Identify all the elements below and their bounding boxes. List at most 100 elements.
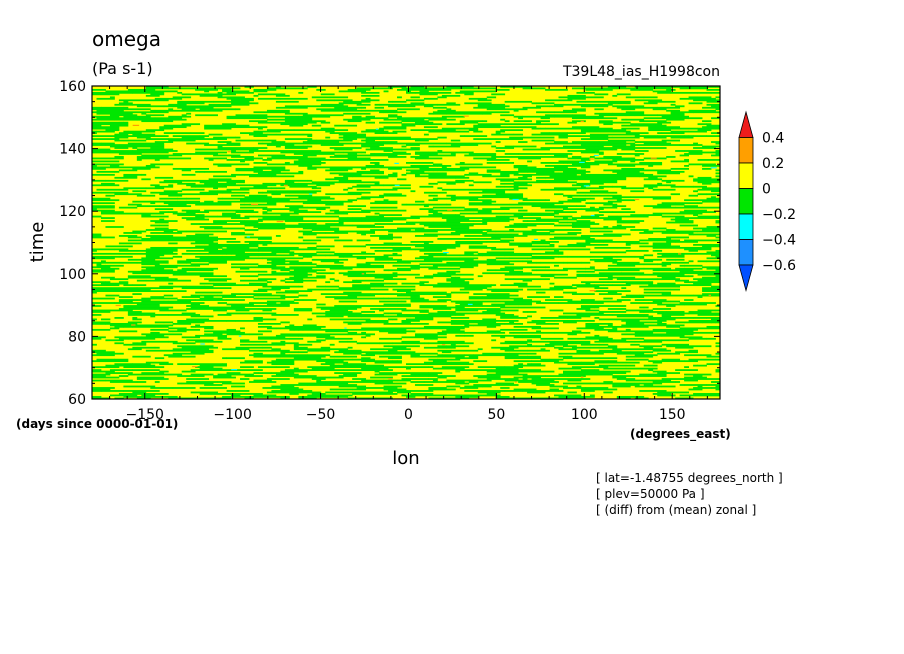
field-cell <box>464 394 488 397</box>
field-cell <box>589 388 618 391</box>
field-cell <box>459 166 488 169</box>
field-cell <box>244 173 259 176</box>
field-cell <box>347 120 362 123</box>
field-cell <box>280 166 286 169</box>
field-cell <box>670 300 681 303</box>
field-cell <box>257 366 277 368</box>
field-cell <box>715 345 720 348</box>
field-cell <box>383 387 398 389</box>
field-cell <box>504 390 524 392</box>
field-cell <box>607 86 627 88</box>
field-cell <box>226 333 250 336</box>
field-cell <box>504 302 510 304</box>
field-cell <box>361 144 384 146</box>
field-cell <box>554 215 573 218</box>
field-cell <box>195 203 205 206</box>
field-cell <box>428 145 434 148</box>
field-cell <box>468 355 479 358</box>
x-tick-label: −100 <box>213 407 251 423</box>
field-cell <box>648 127 672 130</box>
field-cell <box>652 379 672 382</box>
field-cell <box>298 196 304 199</box>
field-cell <box>136 118 147 121</box>
field-cell <box>616 87 627 90</box>
field-cell <box>580 165 591 167</box>
field-speck <box>580 120 584 122</box>
field-cell <box>240 160 245 163</box>
field-cell <box>670 117 689 120</box>
field-cell <box>123 396 129 398</box>
field-cell <box>504 185 515 188</box>
field-cell <box>594 340 604 343</box>
field-cell <box>518 306 546 309</box>
field-cell <box>307 334 331 337</box>
field-cell <box>643 364 649 367</box>
field-cell <box>580 305 609 307</box>
field-cell <box>352 393 375 395</box>
field-cell <box>338 193 349 196</box>
field-cell <box>711 381 720 383</box>
field-cell <box>136 261 156 264</box>
field-cell <box>280 327 299 330</box>
field-cell <box>204 124 232 127</box>
field-cell <box>432 229 438 231</box>
field-cell <box>576 331 582 334</box>
field-cell <box>486 238 497 240</box>
field-cell <box>697 273 720 276</box>
field-cell <box>603 381 613 383</box>
field-cell <box>509 126 537 129</box>
field-cell <box>92 167 106 170</box>
field-cell <box>459 111 488 114</box>
field-cell <box>545 127 573 130</box>
field-cell <box>419 223 447 225</box>
field-cell <box>545 99 573 102</box>
field-cell <box>518 176 528 179</box>
field-cell <box>702 270 720 273</box>
field-cell <box>495 132 501 134</box>
field-cell <box>136 159 142 161</box>
field-cell <box>154 373 183 376</box>
field-cell <box>213 136 236 139</box>
field-cell <box>204 242 218 245</box>
field-cell <box>428 199 438 202</box>
field-cell <box>513 185 519 188</box>
field-cell <box>468 217 483 219</box>
field-cell <box>688 249 698 252</box>
field-cell <box>181 336 201 339</box>
field-cell <box>643 215 649 218</box>
field-cell <box>446 345 470 348</box>
field-cell <box>558 160 586 163</box>
field-cell <box>639 306 645 309</box>
field-cell <box>679 211 689 213</box>
field-cell <box>222 223 250 225</box>
field-cell <box>531 320 555 322</box>
field-cell <box>657 391 663 394</box>
field-cell <box>576 270 586 273</box>
field-cell <box>464 385 483 388</box>
field-cell <box>621 287 627 289</box>
field-cell <box>338 375 358 377</box>
field-cell <box>446 385 461 388</box>
field-cell <box>231 263 241 266</box>
field-cell <box>347 333 375 336</box>
field-cell <box>598 343 609 346</box>
field-cell <box>410 351 416 354</box>
field-cell <box>518 209 528 212</box>
field-cell <box>370 154 398 157</box>
field-cell <box>648 187 654 190</box>
field-cell <box>675 267 685 270</box>
field-cell <box>186 381 201 383</box>
field-cell <box>213 221 227 224</box>
field-cell <box>92 108 111 111</box>
field-cell <box>432 379 438 382</box>
field-cell <box>634 397 649 399</box>
field-cell <box>688 349 698 352</box>
field-cell <box>186 378 210 380</box>
field-cell <box>284 325 313 328</box>
field-cell <box>311 187 322 190</box>
field-cell <box>271 342 277 345</box>
field-cell <box>657 263 672 266</box>
field-cell <box>414 245 425 248</box>
field-cell <box>531 127 541 130</box>
field-cell <box>688 194 698 197</box>
